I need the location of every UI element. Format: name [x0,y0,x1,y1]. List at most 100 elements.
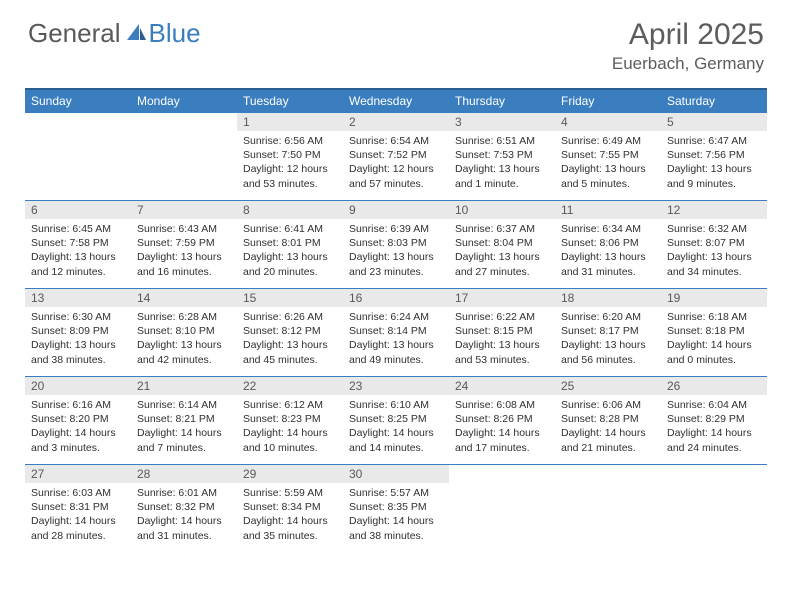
calendar-day-cell: 6Sunrise: 6:45 AMSunset: 7:58 PMDaylight… [25,201,131,289]
calendar-day-cell: 20Sunrise: 6:16 AMSunset: 8:20 PMDayligh… [25,377,131,465]
day-number: 6 [25,201,131,219]
day-details: Sunrise: 6:51 AMSunset: 7:53 PMDaylight:… [449,131,555,195]
logo-text-general: General [28,18,121,49]
calendar-day-cell: 23Sunrise: 6:10 AMSunset: 8:25 PMDayligh… [343,377,449,465]
calendar-day-cell: 14Sunrise: 6:28 AMSunset: 8:10 PMDayligh… [131,289,237,377]
day-details: Sunrise: 6:24 AMSunset: 8:14 PMDaylight:… [343,307,449,371]
calendar-week-row: 6Sunrise: 6:45 AMSunset: 7:58 PMDaylight… [25,201,767,289]
header: General Blue April 2025 Euerbach, German… [0,0,792,80]
day-number: 14 [131,289,237,307]
day-details: Sunrise: 6:14 AMSunset: 8:21 PMDaylight:… [131,395,237,459]
day-number: 1 [237,113,343,131]
calendar-day-cell: 29Sunrise: 5:59 AMSunset: 8:34 PMDayligh… [237,465,343,553]
day-details: Sunrise: 6:28 AMSunset: 8:10 PMDaylight:… [131,307,237,371]
calendar-day-cell: 4Sunrise: 6:49 AMSunset: 7:55 PMDaylight… [555,113,661,201]
day-number: 7 [131,201,237,219]
location-label: Euerbach, Germany [612,54,764,74]
calendar-day-cell: 26Sunrise: 6:04 AMSunset: 8:29 PMDayligh… [661,377,767,465]
calendar-week-row: 20Sunrise: 6:16 AMSunset: 8:20 PMDayligh… [25,377,767,465]
day-number: 10 [449,201,555,219]
day-details: Sunrise: 6:03 AMSunset: 8:31 PMDaylight:… [25,483,131,547]
day-number: 26 [661,377,767,395]
weekday-header: Thursday [449,89,555,113]
calendar-day-cell: 10Sunrise: 6:37 AMSunset: 8:04 PMDayligh… [449,201,555,289]
weekday-header: Wednesday [343,89,449,113]
calendar-day-cell: 9Sunrise: 6:39 AMSunset: 8:03 PMDaylight… [343,201,449,289]
calendar-day-cell: 16Sunrise: 6:24 AMSunset: 8:14 PMDayligh… [343,289,449,377]
day-details: Sunrise: 6:06 AMSunset: 8:28 PMDaylight:… [555,395,661,459]
calendar-day-cell: .. [661,465,767,553]
day-details: Sunrise: 6:01 AMSunset: 8:32 PMDaylight:… [131,483,237,547]
day-details: Sunrise: 6:12 AMSunset: 8:23 PMDaylight:… [237,395,343,459]
day-details: Sunrise: 6:49 AMSunset: 7:55 PMDaylight:… [555,131,661,195]
day-details: Sunrise: 6:04 AMSunset: 8:29 PMDaylight:… [661,395,767,459]
day-number: 30 [343,465,449,483]
day-number: 12 [661,201,767,219]
weekday-header: Saturday [661,89,767,113]
calendar-day-cell: 5Sunrise: 6:47 AMSunset: 7:56 PMDaylight… [661,113,767,201]
day-number: 27 [25,465,131,483]
day-number: 5 [661,113,767,131]
calendar-day-cell: 22Sunrise: 6:12 AMSunset: 8:23 PMDayligh… [237,377,343,465]
day-details: Sunrise: 6:54 AMSunset: 7:52 PMDaylight:… [343,131,449,195]
day-number: 11 [555,201,661,219]
calendar-day-cell: 21Sunrise: 6:14 AMSunset: 8:21 PMDayligh… [131,377,237,465]
calendar-day-cell: 13Sunrise: 6:30 AMSunset: 8:09 PMDayligh… [25,289,131,377]
day-details: Sunrise: 6:45 AMSunset: 7:58 PMDaylight:… [25,219,131,283]
day-details: Sunrise: 6:26 AMSunset: 8:12 PMDaylight:… [237,307,343,371]
day-number: 24 [449,377,555,395]
day-details: Sunrise: 6:56 AMSunset: 7:50 PMDaylight:… [237,131,343,195]
day-number: 16 [343,289,449,307]
day-details: Sunrise: 5:59 AMSunset: 8:34 PMDaylight:… [237,483,343,547]
calendar-week-row: ....1Sunrise: 6:56 AMSunset: 7:50 PMDayl… [25,113,767,201]
day-number: 18 [555,289,661,307]
day-details: Sunrise: 5:57 AMSunset: 8:35 PMDaylight:… [343,483,449,547]
calendar-week-row: 13Sunrise: 6:30 AMSunset: 8:09 PMDayligh… [25,289,767,377]
day-number: 28 [131,465,237,483]
day-details: Sunrise: 6:08 AMSunset: 8:26 PMDaylight:… [449,395,555,459]
weekday-header: Friday [555,89,661,113]
calendar-day-cell: 12Sunrise: 6:32 AMSunset: 8:07 PMDayligh… [661,201,767,289]
calendar-day-cell: 17Sunrise: 6:22 AMSunset: 8:15 PMDayligh… [449,289,555,377]
weekday-header: Monday [131,89,237,113]
day-details: Sunrise: 6:39 AMSunset: 8:03 PMDaylight:… [343,219,449,283]
day-details: Sunrise: 6:18 AMSunset: 8:18 PMDaylight:… [661,307,767,371]
calendar-day-cell: 18Sunrise: 6:20 AMSunset: 8:17 PMDayligh… [555,289,661,377]
day-details: Sunrise: 6:20 AMSunset: 8:17 PMDaylight:… [555,307,661,371]
day-details: Sunrise: 6:32 AMSunset: 8:07 PMDaylight:… [661,219,767,283]
calendar-week-row: 27Sunrise: 6:03 AMSunset: 8:31 PMDayligh… [25,465,767,553]
calendar-day-cell: 19Sunrise: 6:18 AMSunset: 8:18 PMDayligh… [661,289,767,377]
calendar-day-cell: .. [449,465,555,553]
weekday-header-row: Sunday Monday Tuesday Wednesday Thursday… [25,89,767,113]
weekday-header: Sunday [25,89,131,113]
day-details: Sunrise: 6:16 AMSunset: 8:20 PMDaylight:… [25,395,131,459]
calendar-day-cell: .. [25,113,131,201]
calendar-day-cell: 7Sunrise: 6:43 AMSunset: 7:59 PMDaylight… [131,201,237,289]
logo-text-blue: Blue [149,18,201,49]
page-title: April 2025 [612,18,764,52]
day-details: Sunrise: 6:30 AMSunset: 8:09 PMDaylight:… [25,307,131,371]
day-number: 21 [131,377,237,395]
day-number: 20 [25,377,131,395]
day-number: 23 [343,377,449,395]
calendar-day-cell: 24Sunrise: 6:08 AMSunset: 8:26 PMDayligh… [449,377,555,465]
day-number: 17 [449,289,555,307]
day-number: 3 [449,113,555,131]
day-number: 4 [555,113,661,131]
calendar-day-cell: 28Sunrise: 6:01 AMSunset: 8:32 PMDayligh… [131,465,237,553]
day-number: 19 [661,289,767,307]
day-details: Sunrise: 6:10 AMSunset: 8:25 PMDaylight:… [343,395,449,459]
logo: General Blue [28,18,201,49]
day-number: 29 [237,465,343,483]
calendar-body: .... 1Sunrise: 6:56 AMSunset: 7:50 PMDayl… [25,113,767,553]
calendar-day-cell: 1Sunrise: 6:56 AMSunset: 7:50 PMDaylight… [237,113,343,201]
calendar-day-cell: 15Sunrise: 6:26 AMSunset: 8:12 PMDayligh… [237,289,343,377]
day-details: Sunrise: 6:37 AMSunset: 8:04 PMDaylight:… [449,219,555,283]
day-number: 9 [343,201,449,219]
title-block: April 2025 Euerbach, Germany [612,18,764,74]
day-details: Sunrise: 6:34 AMSunset: 8:06 PMDaylight:… [555,219,661,283]
day-number: 13 [25,289,131,307]
logo-sail-icon [125,22,147,47]
calendar-table: Sunday Monday Tuesday Wednesday Thursday… [25,88,767,553]
calendar-day-cell: 25Sunrise: 6:06 AMSunset: 8:28 PMDayligh… [555,377,661,465]
